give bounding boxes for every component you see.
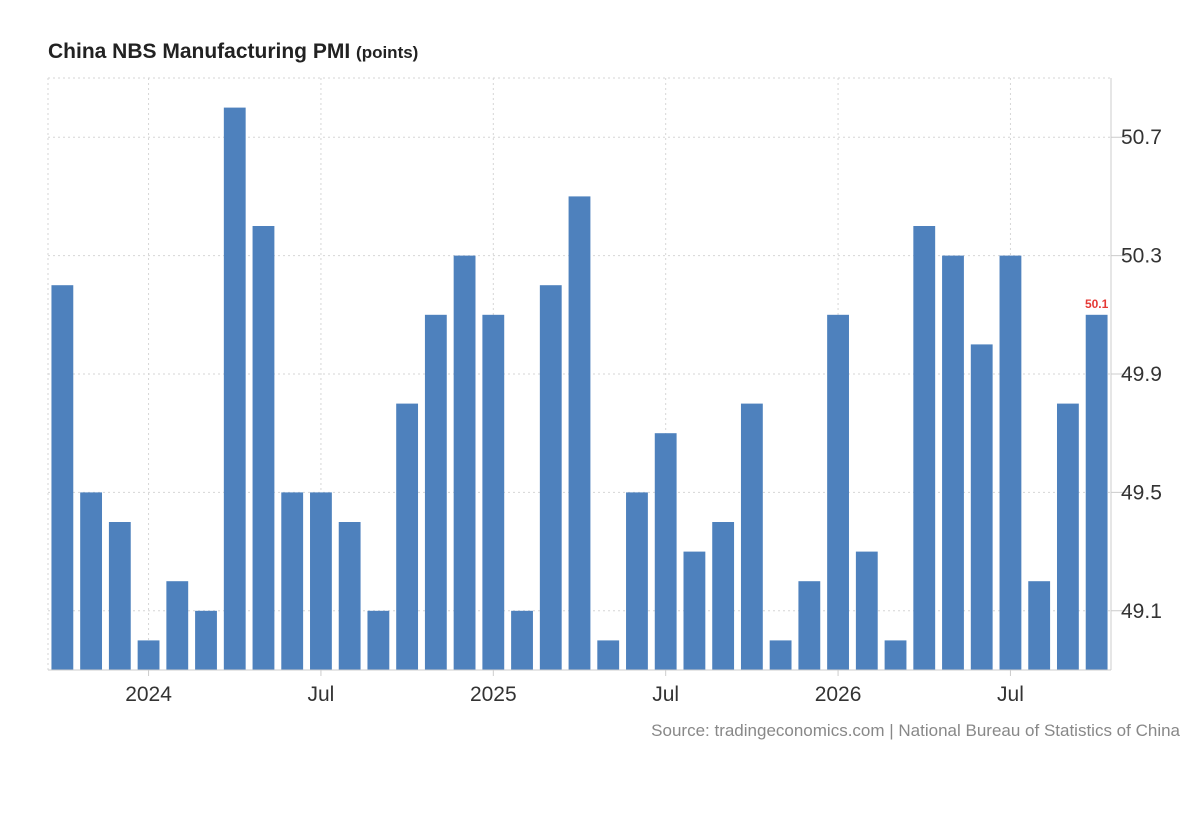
bar-may-2026[interactable]: [942, 255, 964, 670]
x-tick-label: Jul: [308, 683, 335, 706]
x-tick-label: 2024: [125, 683, 172, 706]
chart-title: China NBS Manufacturing PMI (points): [48, 40, 418, 64]
bar-mar-2025[interactable]: [539, 285, 562, 670]
bar-jul-2026[interactable]: [999, 255, 1022, 670]
bar-dec-2023[interactable]: [108, 522, 131, 670]
bar-nov-2024[interactable]: [424, 314, 447, 670]
chart-title-text: China NBS Manufacturing PMI: [48, 40, 351, 63]
bar-may-2024[interactable]: [252, 226, 275, 670]
bar-sep-2024[interactable]: [367, 610, 390, 670]
y-tick-label: 49.5: [1121, 481, 1162, 504]
bar-sep-2025[interactable]: [712, 522, 735, 670]
bar-mar-2024[interactable]: [195, 610, 217, 670]
bar-may-2025[interactable]: [597, 640, 620, 670]
chart-unit: (points): [356, 43, 419, 62]
bars: [51, 107, 1108, 671]
bar-jun-2026[interactable]: [970, 344, 993, 670]
bar-jan-2025[interactable]: [482, 314, 505, 670]
y-tick-label: 49.9: [1121, 363, 1162, 386]
bar-jan-2024[interactable]: [137, 640, 160, 670]
bar-jan-2026[interactable]: [827, 314, 849, 670]
bar-oct-2025[interactable]: [740, 403, 763, 670]
bar-nov-2025[interactable]: [769, 640, 792, 670]
y-tick-label: 50.3: [1121, 245, 1162, 268]
source-note: Source: tradingeconomics.com | National …: [651, 721, 1180, 740]
bar-feb-2025[interactable]: [511, 610, 533, 670]
bar-oct-2023[interactable]: [51, 285, 74, 670]
last-value-label: 50.1: [1085, 297, 1109, 311]
y-tick-label: 49.1: [1121, 600, 1162, 623]
bar-aug-2026[interactable]: [1028, 581, 1051, 670]
bar-mar-2026[interactable]: [884, 640, 907, 670]
x-tick-label: Jul: [997, 683, 1024, 706]
bar-apr-2025[interactable]: [568, 196, 591, 670]
x-tick-label: Jul: [652, 683, 679, 706]
bar-sep-2026[interactable]: [1056, 403, 1079, 670]
bar-dec-2024[interactable]: [453, 255, 476, 670]
bar-oct-2026[interactable]: [1085, 314, 1108, 670]
bar-aug-2025[interactable]: [683, 551, 706, 670]
bar-jul-2025[interactable]: [654, 433, 677, 670]
tick-labels: 49.1 49.5 49.9 50.3 50.7 2024 Jul 2025 Jul 2026 Ju…: [125, 126, 1162, 706]
bar-feb-2024[interactable]: [166, 581, 189, 670]
bar-jun-2024[interactable]: [281, 492, 304, 670]
bar-jun-2025[interactable]: [626, 492, 648, 670]
bar-oct-2024[interactable]: [396, 403, 419, 670]
axes: [48, 78, 1129, 676]
x-tick-label: 2026: [815, 683, 862, 706]
bar-nov-2023[interactable]: [80, 492, 103, 670]
x-tick-label: 2025: [470, 683, 517, 706]
bar-apr-2024[interactable]: [223, 107, 246, 671]
bar-apr-2026[interactable]: [913, 226, 936, 670]
bar-aug-2024[interactable]: [338, 522, 361, 670]
y-tick-label: 50.7: [1121, 126, 1162, 149]
bar-dec-2025[interactable]: [798, 581, 821, 670]
bar-feb-2026[interactable]: [855, 551, 878, 670]
bar-jul-2024[interactable]: [310, 492, 332, 670]
